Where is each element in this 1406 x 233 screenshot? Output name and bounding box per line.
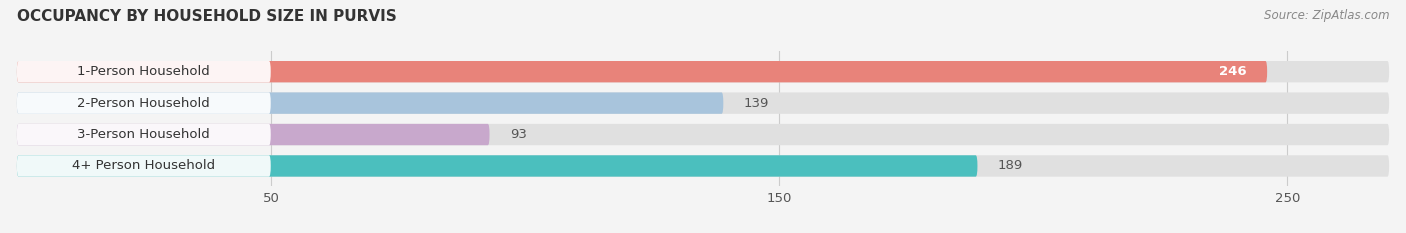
FancyBboxPatch shape: [17, 124, 489, 145]
FancyBboxPatch shape: [17, 61, 271, 82]
Text: 139: 139: [744, 97, 769, 110]
Text: 3-Person Household: 3-Person Household: [77, 128, 209, 141]
FancyBboxPatch shape: [17, 124, 1389, 145]
Text: 4+ Person Household: 4+ Person Household: [72, 159, 215, 172]
FancyBboxPatch shape: [17, 155, 977, 177]
FancyBboxPatch shape: [17, 93, 723, 114]
Text: 246: 246: [1219, 65, 1247, 78]
Text: 189: 189: [998, 159, 1024, 172]
Text: 93: 93: [510, 128, 527, 141]
Text: 1-Person Household: 1-Person Household: [77, 65, 209, 78]
FancyBboxPatch shape: [17, 61, 1389, 82]
Text: Source: ZipAtlas.com: Source: ZipAtlas.com: [1264, 9, 1389, 22]
Text: 2-Person Household: 2-Person Household: [77, 97, 209, 110]
FancyBboxPatch shape: [17, 155, 1389, 177]
FancyBboxPatch shape: [17, 124, 271, 145]
FancyBboxPatch shape: [17, 93, 1389, 114]
FancyBboxPatch shape: [17, 93, 271, 114]
FancyBboxPatch shape: [17, 155, 271, 177]
Text: OCCUPANCY BY HOUSEHOLD SIZE IN PURVIS: OCCUPANCY BY HOUSEHOLD SIZE IN PURVIS: [17, 9, 396, 24]
FancyBboxPatch shape: [17, 61, 1267, 82]
